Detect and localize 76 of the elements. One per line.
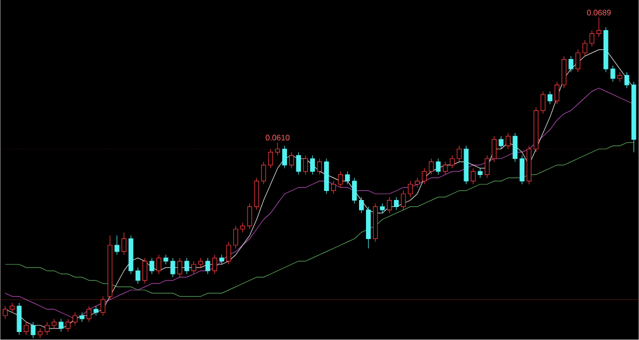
candlestick	[576, 50, 580, 73]
candlestick	[450, 155, 455, 169]
candlestick	[470, 168, 476, 185]
candlestick	[268, 148, 274, 169]
candlestick	[149, 258, 154, 274]
candlestick	[52, 318, 56, 329]
candlestick	[554, 82, 560, 105]
candlestick	[66, 318, 70, 332]
candlestick	[10, 302, 15, 313]
candlestick	[233, 226, 238, 249]
candlestick	[338, 171, 343, 188]
candlestick	[617, 72, 622, 82]
candlestick	[86, 306, 92, 323]
candlestick	[380, 203, 385, 214]
candlestick	[205, 258, 210, 274]
candlestick	[2, 306, 8, 320]
candlestick	[94, 306, 98, 316]
candlestick	[596, 17, 602, 38]
candlestick	[289, 152, 294, 169]
candlestick	[624, 72, 630, 89]
candlestick	[400, 190, 406, 210]
candlestick	[296, 152, 301, 176]
candlestick	[72, 312, 78, 326]
candlestick	[582, 40, 588, 57]
candlestick	[114, 235, 120, 256]
candlestick	[478, 168, 483, 178]
candlestick	[282, 146, 287, 169]
candlestick	[352, 178, 357, 204]
candlestick	[24, 322, 29, 336]
candlestick	[191, 261, 196, 274]
candlestick	[310, 155, 315, 176]
candlestick	[428, 158, 434, 176]
candlestick	[492, 136, 497, 162]
candlestick	[219, 254, 224, 265]
candlestick	[394, 196, 399, 210]
candlestick	[142, 258, 148, 284]
candlestick	[520, 155, 524, 185]
candlestick	[240, 222, 246, 233]
candlestick	[506, 132, 510, 150]
candlestick	[484, 155, 490, 178]
candlestick	[170, 258, 176, 278]
candlestick	[30, 322, 36, 339]
candlestick	[136, 267, 140, 284]
candlestick	[275, 142, 280, 156]
candlestick	[359, 196, 364, 214]
candlestick	[261, 162, 266, 185]
candlestick	[408, 180, 413, 198]
candlestick	[100, 296, 106, 316]
candlestick	[247, 203, 252, 230]
candlestick	[331, 180, 336, 194]
candlestick	[498, 136, 504, 150]
candlestick	[184, 258, 190, 274]
candlestick	[122, 232, 126, 256]
candlestick	[226, 242, 232, 265]
candlestick	[212, 254, 218, 274]
candlestick	[163, 254, 168, 265]
candlestick	[177, 258, 182, 278]
candlestick	[540, 91, 546, 114]
candlestick	[414, 178, 420, 188]
candlestick	[590, 30, 594, 47]
candlestick	[345, 171, 350, 185]
candlestick	[610, 66, 616, 82]
candlestick	[568, 56, 574, 73]
candlestick	[456, 146, 462, 162]
candlestick	[512, 132, 518, 162]
candlestick	[156, 254, 162, 274]
candlestick	[44, 322, 50, 336]
candlestick	[80, 312, 84, 323]
candlestick	[58, 318, 64, 332]
candlestick	[442, 162, 448, 176]
candlestick	[548, 91, 552, 105]
candlestick	[422, 168, 427, 185]
candlestick	[386, 196, 392, 214]
candlestick	[317, 158, 322, 176]
candlestick	[436, 158, 441, 176]
candlestick	[303, 155, 308, 176]
